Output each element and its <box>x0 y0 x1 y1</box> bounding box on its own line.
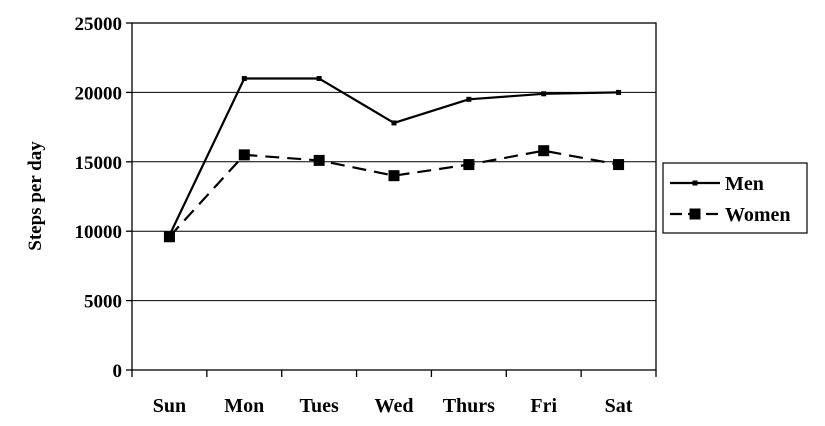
y-tick-label: 0 <box>113 361 123 382</box>
legend-men-marker <box>692 180 698 186</box>
y-tick-label: 15000 <box>75 153 123 174</box>
y-tick-label: 5000 <box>84 292 122 313</box>
legend-women-marker <box>689 208 701 220</box>
data-point-men <box>466 96 472 102</box>
y-tick-label: 20000 <box>75 83 123 104</box>
data-point-women <box>613 159 625 171</box>
data-point-women <box>163 231 175 243</box>
plot-area-border <box>131 22 657 371</box>
x-tick-label: Mon <box>224 395 264 417</box>
series-layer <box>163 76 625 243</box>
data-point-women <box>238 149 250 161</box>
x-axis-ticks: Sun Mon Tues Wed Thurs Fri Sat <box>131 370 657 417</box>
y-tick-label: 25000 <box>75 14 123 35</box>
series-line-women <box>168 149 619 238</box>
series-line-men <box>168 77 619 236</box>
data-point-women <box>388 170 400 182</box>
legend-women-label: Women <box>725 204 791 226</box>
x-tick-label: Wed <box>375 395 414 417</box>
data-point-men <box>316 76 322 82</box>
data-point-women <box>463 159 475 171</box>
data-point-men <box>391 120 397 126</box>
data-point-women <box>313 154 325 166</box>
y-axis-ticks: 0 5000 10000 15000 20000 25000 <box>75 14 132 382</box>
x-tick-label: Fri <box>530 395 557 417</box>
legend-box <box>662 162 808 234</box>
data-point-men <box>616 89 622 95</box>
x-tick-label: Thurs <box>443 395 495 417</box>
data-point-men <box>541 91 547 97</box>
x-tick-label: Sun <box>153 395 186 417</box>
legend-men-label: Men <box>725 173 764 195</box>
legend: Men Women <box>662 162 808 234</box>
data-point-women <box>538 145 550 157</box>
x-tick-label: Tues <box>299 395 339 417</box>
y-axis-title: Steps per day <box>25 141 46 251</box>
y-tick-label: 10000 <box>75 222 123 243</box>
data-point-men <box>241 76 247 82</box>
x-tick-label: Sat <box>605 395 633 417</box>
axes <box>131 22 657 371</box>
